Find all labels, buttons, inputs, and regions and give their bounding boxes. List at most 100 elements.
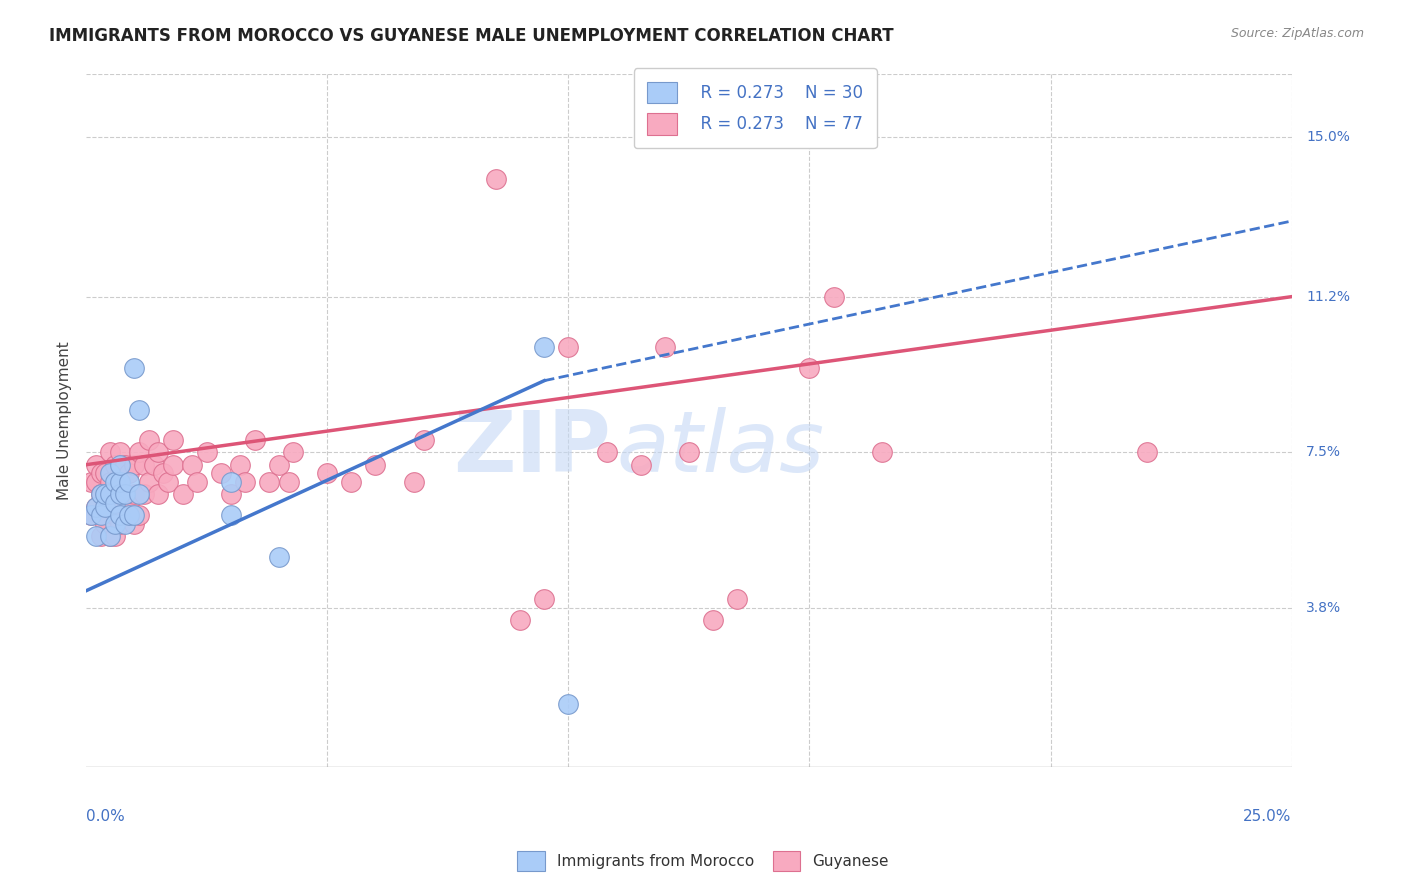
Point xyxy=(138,475,160,489)
Point xyxy=(118,466,141,480)
Point xyxy=(118,475,141,489)
Y-axis label: Male Unemployment: Male Unemployment xyxy=(58,342,72,500)
Point xyxy=(557,698,579,712)
Point xyxy=(104,458,127,472)
Text: 25.0%: 25.0% xyxy=(1243,809,1292,824)
Text: 7.5%: 7.5% xyxy=(1306,445,1341,459)
Point xyxy=(90,508,112,523)
Point xyxy=(124,458,146,472)
Text: ZIP: ZIP xyxy=(453,407,610,490)
Text: 11.2%: 11.2% xyxy=(1306,290,1350,303)
Point xyxy=(94,495,117,509)
Point xyxy=(114,487,136,501)
Point xyxy=(509,613,531,627)
Point xyxy=(162,433,184,447)
Point xyxy=(104,495,127,509)
Point xyxy=(84,458,107,472)
Point xyxy=(108,458,131,472)
Point xyxy=(94,466,117,480)
Point xyxy=(823,290,845,304)
Point xyxy=(186,475,208,489)
Point xyxy=(267,458,290,472)
Point xyxy=(104,508,127,523)
Point xyxy=(98,500,121,514)
Point xyxy=(229,458,252,472)
Point xyxy=(870,445,893,459)
Point xyxy=(98,487,121,501)
Point xyxy=(654,340,676,354)
Point xyxy=(209,466,232,480)
Text: 0.0%: 0.0% xyxy=(86,809,125,824)
Point xyxy=(104,475,127,489)
Point xyxy=(412,433,434,447)
Point xyxy=(219,475,242,489)
Point xyxy=(90,487,112,501)
Point xyxy=(678,445,700,459)
Point xyxy=(84,529,107,543)
Point xyxy=(84,500,107,514)
Point xyxy=(128,487,150,501)
Point xyxy=(118,495,141,509)
Legend:   R = 0.273    N = 30,   R = 0.273    N = 77: R = 0.273 N = 30, R = 0.273 N = 77 xyxy=(634,69,877,148)
Point xyxy=(114,508,136,523)
Point xyxy=(98,445,121,459)
Point xyxy=(267,550,290,565)
Point xyxy=(114,487,136,501)
Point xyxy=(630,458,652,472)
Point xyxy=(138,433,160,447)
Point xyxy=(104,487,127,501)
Point xyxy=(162,458,184,472)
Point xyxy=(157,475,180,489)
Point xyxy=(90,466,112,480)
Point xyxy=(80,508,103,523)
Point xyxy=(94,500,117,514)
Point xyxy=(98,475,121,489)
Point xyxy=(148,445,170,459)
Point xyxy=(128,403,150,417)
Point xyxy=(84,500,107,514)
Text: 15.0%: 15.0% xyxy=(1306,130,1350,144)
Point xyxy=(114,458,136,472)
Point xyxy=(132,458,155,472)
Point xyxy=(132,487,155,501)
Point xyxy=(104,529,127,543)
Point xyxy=(533,340,555,354)
Point xyxy=(142,458,165,472)
Point xyxy=(148,487,170,501)
Point xyxy=(596,445,619,459)
Point xyxy=(799,361,821,376)
Point xyxy=(152,466,174,480)
Point xyxy=(114,516,136,531)
Text: IMMIGRANTS FROM MOROCCO VS GUYANESE MALE UNEMPLOYMENT CORRELATION CHART: IMMIGRANTS FROM MOROCCO VS GUYANESE MALE… xyxy=(49,27,894,45)
Point xyxy=(108,466,131,480)
Point xyxy=(277,475,299,489)
Point xyxy=(118,508,141,523)
Text: Source: ZipAtlas.com: Source: ZipAtlas.com xyxy=(1230,27,1364,40)
Point xyxy=(108,487,131,501)
Point xyxy=(124,361,146,376)
Point xyxy=(80,508,103,523)
Point xyxy=(402,475,425,489)
Text: 3.8%: 3.8% xyxy=(1306,600,1341,615)
Point xyxy=(316,466,339,480)
Point xyxy=(172,487,194,501)
Point xyxy=(181,458,204,472)
Point xyxy=(259,475,281,489)
Point xyxy=(557,340,579,354)
Point xyxy=(340,475,363,489)
Point xyxy=(108,508,131,523)
Point xyxy=(219,508,242,523)
Point xyxy=(485,172,508,186)
Point xyxy=(108,516,131,531)
Point xyxy=(108,475,131,489)
Point xyxy=(233,475,256,489)
Point xyxy=(90,508,112,523)
Text: atlas: atlas xyxy=(617,407,824,490)
Point xyxy=(98,529,121,543)
Point xyxy=(94,487,117,501)
Point xyxy=(702,613,724,627)
Point xyxy=(128,508,150,523)
Point xyxy=(195,445,218,459)
Point xyxy=(80,475,103,489)
Point xyxy=(108,445,131,459)
